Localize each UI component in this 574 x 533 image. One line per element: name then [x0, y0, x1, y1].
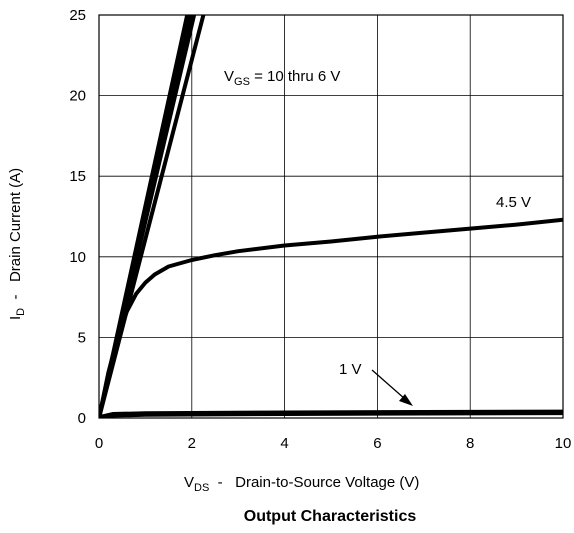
vgs-annotation: VGS = 10 thru 6 V	[224, 68, 340, 88]
y-tick-label: 20	[69, 88, 86, 105]
x-tick-label: 8	[466, 435, 474, 452]
v45-annotation: 4.5 V	[496, 194, 531, 211]
x-tick-label: 4	[280, 435, 288, 452]
series-line-4-5-v	[99, 217, 563, 418]
x-tick-label: 2	[188, 435, 196, 452]
y-tick-label: 5	[78, 329, 86, 346]
series-lines	[99, 15, 563, 418]
v1-annotation: 1 V	[339, 361, 362, 378]
x-tick-label: 6	[373, 435, 381, 452]
y-tick-label: 15	[69, 168, 86, 185]
grid-lines	[99, 15, 563, 418]
x-tick-label: 0	[95, 435, 103, 452]
y-tick-label: 10	[69, 249, 86, 266]
x-axis-label: VDS - Drain-to-Source Voltage (V)	[184, 474, 419, 494]
chart-title: Output Characteristics	[244, 508, 417, 525]
plot-frame	[98, 14, 564, 419]
series-line-6-v	[99, 15, 206, 418]
y-tick-label: 0	[78, 410, 86, 427]
tick-labels: 0 2 4 6 8 10 0 5 10 15 20 25	[69, 7, 571, 452]
v1-arrow	[371, 369, 413, 406]
y-tick-label: 25	[69, 7, 86, 24]
y-axis-label: ID - Drain Current (A)	[7, 168, 27, 320]
series-line-1-v	[99, 409, 563, 418]
x-tick-label: 10	[555, 435, 572, 452]
